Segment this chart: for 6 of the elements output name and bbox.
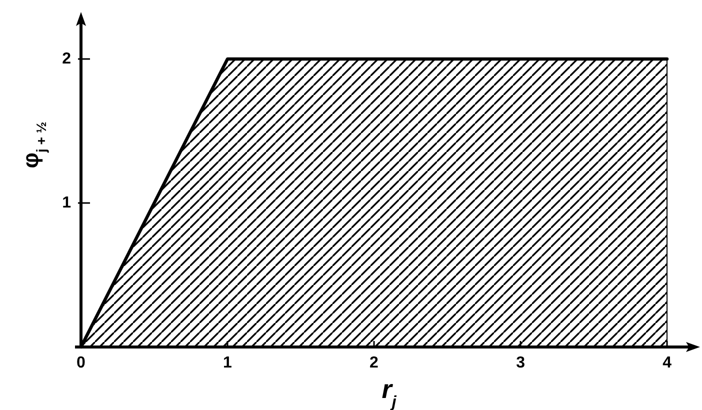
x-tick-label: 3 <box>516 354 526 372</box>
x-tick-label: 0 <box>76 354 86 372</box>
x-tick-label: 4 <box>662 354 672 372</box>
x-tick-label: 1 <box>223 354 232 372</box>
x-tick-label: 2 <box>370 354 379 372</box>
x-axis-title: r$_{j}$ <box>382 374 397 410</box>
